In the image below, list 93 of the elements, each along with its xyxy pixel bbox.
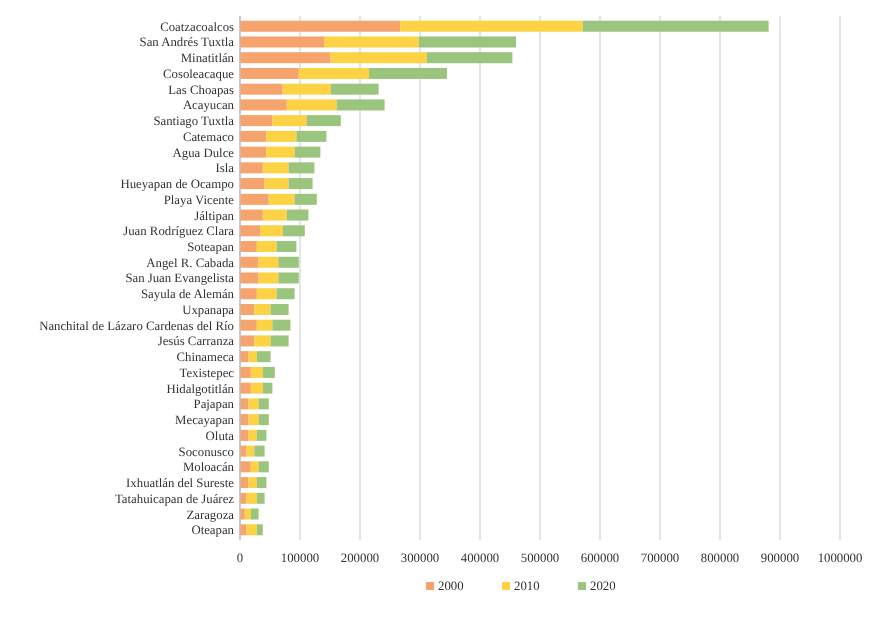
bar: [298, 67, 369, 79]
bar: [256, 492, 265, 504]
bar: [254, 445, 265, 457]
bar: [240, 193, 269, 205]
bar: [306, 115, 341, 127]
bar: [336, 99, 385, 111]
bar: [240, 115, 273, 127]
bar: [240, 303, 255, 315]
bar: [240, 178, 265, 190]
bar: [240, 241, 257, 253]
bar: [282, 225, 305, 237]
bar: [248, 398, 259, 410]
bar: [258, 256, 279, 268]
bar: [272, 319, 291, 331]
bar: [244, 508, 251, 520]
bar: [250, 508, 259, 520]
bar: [240, 288, 257, 300]
bar: [276, 241, 297, 253]
bar: [240, 445, 247, 457]
bar: [582, 20, 769, 32]
bar: [400, 20, 583, 32]
bar: [258, 414, 269, 426]
bar: [240, 272, 259, 284]
bar: [262, 382, 273, 394]
bar: [260, 225, 283, 237]
bar: [246, 492, 257, 504]
bar: [294, 146, 321, 158]
bar: [240, 52, 331, 64]
bar: [324, 36, 419, 48]
bar: [270, 303, 289, 315]
bar: [248, 351, 257, 363]
bar: [262, 162, 289, 174]
bar: [256, 524, 263, 536]
bar: [248, 429, 257, 441]
bar: [270, 335, 289, 347]
bar: [282, 83, 331, 95]
bar: [288, 178, 313, 190]
bar: [250, 366, 263, 378]
bar: [296, 130, 327, 142]
bar: [258, 272, 279, 284]
bar: [330, 83, 379, 95]
bar: [266, 130, 297, 142]
bar: [254, 335, 271, 347]
bar: [240, 382, 251, 394]
bar: [264, 178, 289, 190]
bar: [278, 256, 299, 268]
bar: [250, 382, 263, 394]
bar: [240, 256, 259, 268]
bar: [276, 288, 295, 300]
bar: [262, 209, 287, 221]
bar: [240, 335, 255, 347]
bar: [248, 477, 257, 489]
bar: [426, 52, 513, 64]
bar: [272, 115, 307, 127]
bar: [288, 162, 315, 174]
bar: [369, 67, 447, 79]
bar: [240, 319, 257, 331]
bar: [240, 524, 247, 536]
bar: [240, 130, 267, 142]
bar: [256, 288, 277, 300]
bar: [286, 209, 309, 221]
bar: [256, 351, 271, 363]
bar: [254, 303, 271, 315]
bar: [258, 398, 269, 410]
bar: [240, 36, 325, 48]
bar: [240, 492, 247, 504]
bar: [240, 366, 251, 378]
bar: [294, 193, 317, 205]
bar: [248, 414, 259, 426]
bar: [262, 366, 275, 378]
bar: [278, 272, 299, 284]
bar: [256, 241, 277, 253]
bar: [256, 319, 273, 331]
bar: [240, 146, 267, 158]
bar: [240, 83, 283, 95]
bar: [240, 99, 287, 111]
bar: [240, 209, 263, 221]
bar: [240, 67, 299, 79]
bar: [246, 445, 255, 457]
bar: [240, 225, 261, 237]
bar: [258, 461, 269, 473]
bar: [240, 20, 401, 32]
bar: [268, 193, 295, 205]
bar: [418, 36, 516, 48]
bar: [240, 162, 263, 174]
bar: [330, 52, 427, 64]
bar: [240, 461, 251, 473]
bar: [256, 429, 267, 441]
bar: [266, 146, 295, 158]
bar: [250, 461, 259, 473]
bar: [256, 477, 267, 489]
bar: [246, 524, 257, 536]
bar: [286, 99, 337, 111]
